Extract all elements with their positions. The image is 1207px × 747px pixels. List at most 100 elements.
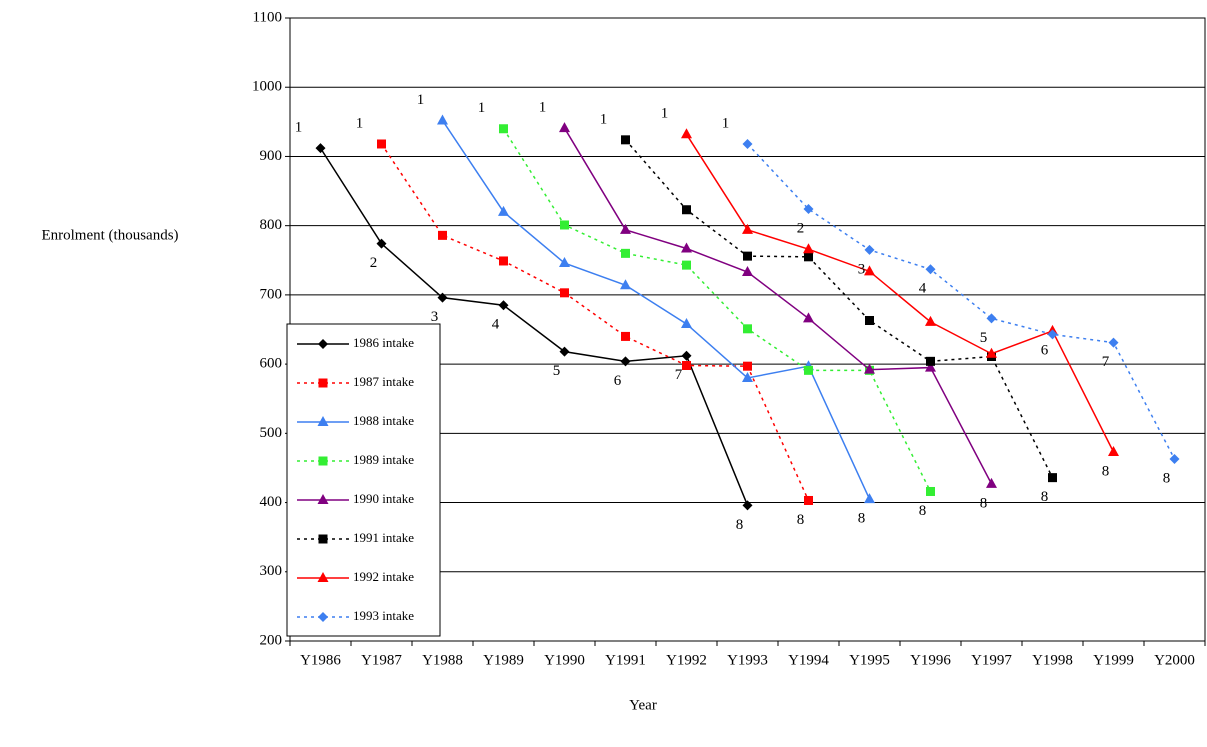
- data-point: [621, 248, 630, 258]
- x-tick-label: Y1996: [910, 652, 951, 668]
- data-point: [864, 363, 875, 374]
- data-point: [742, 223, 753, 234]
- data-point: [681, 128, 692, 139]
- x-tick-label: Y1994: [788, 652, 829, 668]
- point-label: 3: [431, 309, 439, 325]
- y-tick-label: 300: [260, 563, 283, 579]
- legend-marker: [318, 534, 328, 544]
- data-point: [926, 356, 935, 366]
- data-point: [682, 205, 691, 215]
- data-point: [1047, 329, 1058, 340]
- data-point: [437, 114, 448, 125]
- legend-marker: [317, 416, 329, 426]
- data-point: [376, 238, 387, 249]
- data-point: [743, 251, 752, 261]
- data-point: [438, 230, 447, 240]
- y-tick-label: 500: [260, 425, 283, 441]
- series-line: [502, 128, 932, 492]
- point-label: 1: [478, 100, 486, 116]
- data-point: [986, 313, 997, 324]
- legend-marker: [318, 339, 328, 349]
- data-point: [803, 204, 814, 215]
- data-point: [1169, 453, 1180, 464]
- point-label: 8: [919, 503, 927, 519]
- data-point: [804, 365, 813, 375]
- data-point: [621, 331, 630, 341]
- series-line: [319, 147, 749, 506]
- data-point: [743, 361, 752, 371]
- point-label: 5: [980, 330, 988, 346]
- data-point: [986, 347, 997, 358]
- legend-box: [286, 323, 441, 637]
- series-line: [685, 133, 1115, 453]
- point-label: 8: [797, 512, 805, 528]
- point-label: 8: [980, 495, 988, 511]
- legend-label: 1986 intake: [353, 335, 414, 350]
- series-line: [746, 143, 1176, 460]
- data-point: [377, 139, 386, 149]
- x-tick-label: Y1987: [361, 652, 402, 668]
- point-label: 6: [614, 373, 622, 389]
- y-tick-label: 900: [260, 148, 283, 164]
- x-tick-label: Y1990: [544, 652, 585, 668]
- data-point: [559, 257, 570, 268]
- point-label: 4: [492, 317, 500, 333]
- data-point: [681, 242, 692, 253]
- y-tick-label: 700: [260, 286, 283, 302]
- data-point: [560, 220, 569, 230]
- data-point: [803, 312, 814, 323]
- point-label: 1: [295, 120, 303, 136]
- data-point: [804, 252, 813, 262]
- legend-label: 1987 intake: [353, 374, 414, 389]
- x-tick-label: Y1991: [605, 652, 646, 668]
- legend-label: 1992 intake: [353, 569, 414, 584]
- legend-marker: [318, 456, 328, 466]
- point-label: 8: [1041, 489, 1049, 505]
- data-point: [681, 317, 692, 328]
- legend-label: 1990 intake: [353, 491, 414, 506]
- x-tick-label: Y1999: [1093, 652, 1134, 668]
- data-point: [925, 315, 936, 326]
- data-point: [742, 500, 753, 511]
- point-label: 8: [1102, 463, 1110, 479]
- data-point: [864, 244, 875, 255]
- legend-label: 1988 intake: [353, 413, 414, 428]
- data-point: [742, 266, 753, 277]
- data-point: [1048, 473, 1057, 483]
- data-point: [620, 223, 631, 234]
- data-point: [681, 350, 692, 361]
- legend-label: 1991 intake: [353, 530, 414, 545]
- data-point: [1108, 337, 1119, 348]
- data-point: [864, 493, 875, 504]
- data-point: [865, 316, 874, 326]
- point-label: 4: [919, 281, 927, 297]
- data-point: [742, 138, 753, 149]
- point-label: 8: [858, 511, 866, 527]
- y-tick-label: 1100: [253, 9, 282, 25]
- y-tick-label: 200: [260, 632, 283, 648]
- data-point: [620, 279, 631, 290]
- data-point: [1108, 446, 1119, 457]
- x-axis-label: Year: [629, 697, 657, 713]
- legend-marker: [317, 572, 329, 582]
- x-tick-label: Y1992: [666, 652, 707, 668]
- x-tick-label: Y1989: [483, 652, 524, 668]
- x-tick-label: Y1988: [422, 652, 463, 668]
- data-point: [437, 292, 448, 303]
- point-label: 8: [1163, 470, 1171, 486]
- y-tick-label: 400: [260, 494, 283, 510]
- data-point: [926, 486, 935, 496]
- y-tick-label: 800: [260, 217, 283, 233]
- x-tick-label: Y1986: [300, 652, 341, 668]
- point-label: 5: [553, 363, 561, 379]
- data-point: [621, 135, 630, 145]
- series-line: [563, 127, 993, 485]
- legend-marker: [318, 378, 328, 388]
- y-tick-label: 600: [260, 356, 283, 372]
- data-point: [560, 288, 569, 298]
- data-point: [498, 205, 509, 216]
- series-line: [380, 143, 810, 501]
- y-tick-label: 1000: [252, 79, 282, 95]
- data-point: [743, 324, 752, 334]
- data-point: [925, 361, 936, 372]
